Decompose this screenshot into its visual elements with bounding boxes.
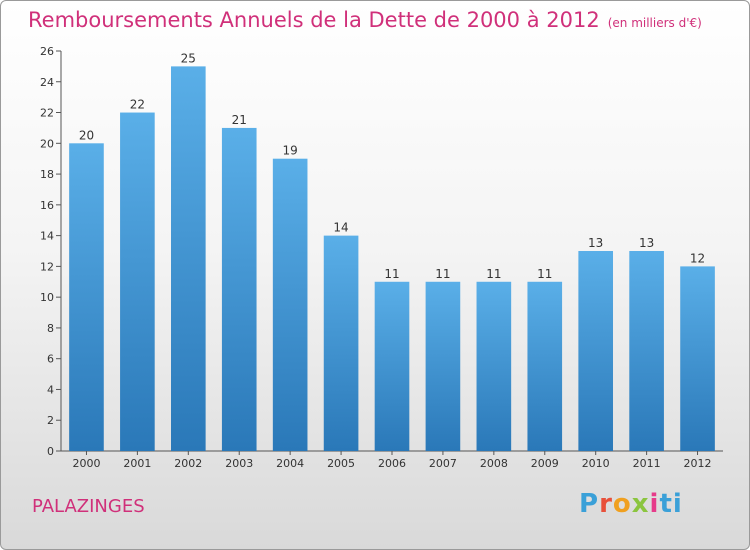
y-tick-label: 8 <box>47 322 54 335</box>
proxiti-logo: Proxiti <box>579 489 683 519</box>
y-tick-label: 10 <box>40 291 54 304</box>
x-tick-label: 2008 <box>480 457 508 470</box>
x-tick-label: 2012 <box>684 457 712 470</box>
x-tick-label: 2010 <box>582 457 610 470</box>
y-tick-label: 16 <box>40 199 54 212</box>
data-label-2005: 14 <box>333 221 348 235</box>
y-tick-label: 12 <box>40 260 54 273</box>
y-tick-label: 22 <box>40 107 54 120</box>
data-label-2012: 12 <box>690 251 705 265</box>
data-label-2000: 20 <box>79 128 94 142</box>
data-label-2004: 19 <box>283 144 298 158</box>
y-tick-label: 14 <box>40 230 54 243</box>
x-tick-label: 2001 <box>123 457 151 470</box>
x-tick-label: 2009 <box>531 457 559 470</box>
data-label-2002: 25 <box>181 51 196 65</box>
bar-2007 <box>425 281 461 451</box>
x-tick-label: 2000 <box>72 457 100 470</box>
bar-2000 <box>69 143 104 452</box>
chart-bars <box>69 66 715 452</box>
chart-title-text: Remboursements Annuels de la Dette de 20… <box>28 8 600 32</box>
x-tick-label: 2007 <box>429 457 457 470</box>
bar-2004 <box>272 158 308 451</box>
x-tick-label: 2004 <box>276 457 304 470</box>
data-label-2003: 21 <box>232 113 247 127</box>
place-name: PALAZINGES <box>32 496 145 517</box>
chart-subtitle: (en milliers d'€) <box>607 16 702 30</box>
data-label-2009: 11 <box>537 267 552 281</box>
bar-2012 <box>680 266 715 451</box>
bar-2010 <box>578 251 614 451</box>
bar-2003 <box>221 127 257 451</box>
bar-2006 <box>374 281 410 451</box>
data-label-2008: 11 <box>486 267 501 281</box>
x-tick-label: 2006 <box>378 457 406 470</box>
bar-2008 <box>476 281 512 451</box>
bar-2001 <box>120 112 155 452</box>
data-label-2006: 11 <box>384 267 399 281</box>
y-tick-label: 2 <box>47 414 54 427</box>
data-label-2010: 13 <box>588 236 603 250</box>
chart-labels: 2000 20 2001 22 2002 25 2003 21 2004 19 2005 14 2006… <box>72 51 711 470</box>
bar-2009 <box>527 281 563 451</box>
x-tick-label: 2011 <box>633 457 661 470</box>
data-label-2011: 13 <box>639 236 654 250</box>
data-label-2001: 22 <box>130 98 145 112</box>
bar-2011 <box>629 251 664 451</box>
y-tick-label: 18 <box>40 168 54 181</box>
y-tick-label: 0 <box>47 445 54 458</box>
data-label-2007: 11 <box>435 267 450 281</box>
y-tick-label: 24 <box>40 76 54 89</box>
chart-title: Remboursements Annuels de la Dette de 20… <box>28 8 702 32</box>
x-tick-label: 2003 <box>225 457 253 470</box>
y-tick-label: 6 <box>47 353 54 366</box>
y-tick-label: 26 <box>40 45 54 58</box>
x-tick-label: 2005 <box>327 457 355 470</box>
y-tick-label: 4 <box>47 383 54 396</box>
x-tick-label: 2002 <box>174 457 202 470</box>
bar-2005 <box>323 235 359 451</box>
y-tick-label: 20 <box>40 137 54 150</box>
bar-2002 <box>170 66 206 451</box>
